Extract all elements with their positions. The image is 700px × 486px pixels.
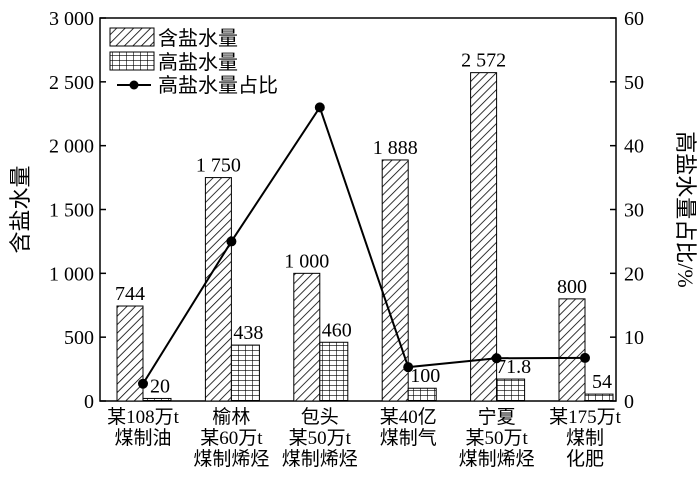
- y-tick-label: 1 500: [49, 200, 94, 222]
- line-high-salt-ratio: [142, 105, 586, 385]
- x-tick-label: 某50万t: [465, 427, 528, 449]
- x-tick-label: 煤制烯烃: [282, 448, 358, 470]
- x-tick-label: 某108万t: [107, 406, 180, 428]
- bar-label-salt-water: 800: [557, 276, 587, 298]
- y2-tick-label: 40: [624, 136, 644, 158]
- bar-salt-water: [293, 272, 321, 402]
- x-tick-label: 煤制气: [380, 427, 437, 449]
- x-tick-label: 煤制烯烃: [193, 448, 269, 470]
- bar-label-salt-water: 1 888: [373, 137, 418, 159]
- y-tick-label: 500: [64, 327, 94, 349]
- bar-high-salt-water: [496, 378, 526, 402]
- bar-high-salt-water: [319, 341, 349, 402]
- bar-high-salt-water: [584, 393, 614, 402]
- bar-label-salt-water: 1 750: [196, 155, 241, 177]
- y-tick-label: 1 000: [49, 263, 94, 285]
- legend-swatch-high-salt-water: [109, 51, 155, 71]
- legend-label-ratio: 高盐水量占比: [158, 74, 278, 97]
- x-tick-label: 包头: [301, 406, 339, 428]
- line-point: [138, 378, 148, 389]
- bar-salt-water: [204, 177, 232, 402]
- line-point: [226, 236, 237, 247]
- y2-tick-label: 50: [624, 72, 644, 94]
- legend-marker-ratio: [129, 80, 139, 90]
- bar-salt-water: [381, 159, 409, 402]
- bar-salt-water: [558, 298, 586, 402]
- y2-axis-label: 高盐水量占比/%: [673, 131, 698, 287]
- bar-high-salt-water: [142, 397, 172, 402]
- bar-label-high-salt-water: 100: [410, 365, 440, 387]
- x-tick-label: 化肥: [566, 448, 604, 470]
- bar-label-salt-water: 2 572: [461, 50, 506, 72]
- x-tick-label: 煤制: [566, 427, 604, 449]
- x-tick-label: 榆林: [212, 406, 250, 428]
- x-tick-label: 煤制油: [114, 427, 171, 449]
- y2-tick-label: 0: [624, 391, 634, 413]
- bar-label-salt-water: 744: [115, 283, 145, 305]
- bar-salt-water: [470, 72, 498, 402]
- bar-label-high-salt-water: 71.8: [496, 356, 531, 378]
- y-tick-label: 3 000: [49, 8, 94, 30]
- y2-tick-label: 20: [624, 263, 644, 285]
- x-tick-label: 某175万t: [549, 406, 622, 428]
- bar-label-high-salt-water: 438: [233, 322, 263, 344]
- bar-label-high-salt-water: 20: [150, 375, 170, 397]
- x-tick-label: 煤制烯烃: [459, 448, 535, 470]
- y2-tick-label: 30: [624, 200, 644, 222]
- y-tick-label: 2 000: [49, 136, 94, 158]
- y-tick-label: 0: [84, 391, 94, 413]
- line-point: [491, 353, 502, 364]
- bar-high-salt-water: [407, 387, 437, 402]
- legend-label-high-salt-water: 高盐水量: [158, 51, 238, 74]
- x-tick-label: 某60万t: [200, 427, 263, 449]
- bar-high-salt-water: [230, 344, 260, 402]
- y2-tick-label: 60: [624, 8, 644, 30]
- y-axis-label: 含盐水量: [8, 165, 33, 253]
- bar-label-high-salt-water: 54: [592, 371, 612, 393]
- y-tick-label: 2 500: [49, 72, 94, 94]
- legend-swatch-salt-water: [109, 27, 155, 47]
- line-point: [580, 352, 590, 363]
- line-point: [403, 362, 414, 373]
- x-tick-label: 宁夏: [478, 406, 516, 428]
- x-tick-label: 某40亿: [380, 406, 437, 428]
- x-tick-label: 某50万t: [289, 427, 352, 449]
- bar-label-salt-water: 1 000: [284, 250, 329, 272]
- line-point: [314, 102, 325, 113]
- y2-tick-label: 10: [624, 327, 644, 349]
- bar-label-high-salt-water: 460: [322, 319, 352, 341]
- legend-label-salt-water: 含盐水量: [158, 27, 238, 50]
